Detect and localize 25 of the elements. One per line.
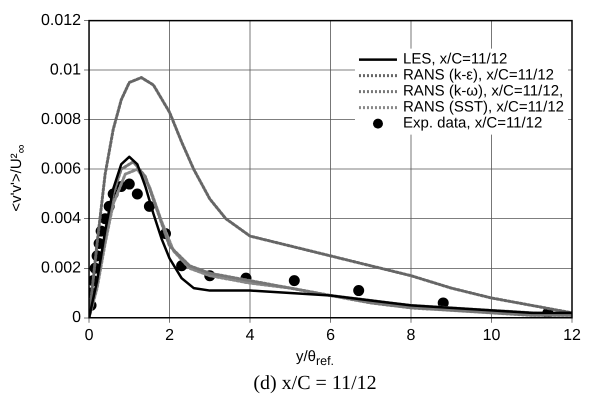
y-tick-label: 0.008 — [40, 111, 82, 128]
x-tick-label: 12 — [563, 326, 581, 344]
x-tick-label: 0 — [84, 326, 94, 344]
text: (d) x/C = 11/12 — [252, 372, 378, 395]
y-tick-label: 0.006 — [40, 160, 82, 178]
point — [132, 188, 143, 200]
x-tick-label: 8 — [406, 326, 416, 344]
y-tick-label: 0 — [72, 309, 82, 326]
y-tick-label: 0.002 — [40, 260, 82, 277]
legend-label: RANS (k-ω), x/C=11/12, — [402, 82, 564, 100]
legend-label: RANS (SST), x/C=11/12 — [402, 98, 564, 116]
legend-label: RANS (k-ε), x/C=11/12 — [402, 66, 554, 84]
y-tick-label: 0.01 — [50, 62, 82, 79]
y-tick-label: 0.012 — [40, 12, 82, 30]
point — [124, 178, 135, 190]
point — [288, 275, 300, 286]
y-tick-label: 0.004 — [40, 210, 82, 228]
legend-label: LES, x/C=11/12 — [402, 50, 508, 68]
x-tick-label: 2 — [165, 326, 174, 344]
x-axis-title: y/θ$_{ref.}$ — [294, 348, 336, 368]
x-tick-label: 4 — [246, 326, 255, 344]
point — [353, 285, 364, 296]
x-tick-label: 10 — [482, 326, 501, 344]
x-tick-label: 6 — [326, 326, 336, 344]
legend-label: Exp. data, x/C=11/12 — [402, 114, 542, 132]
